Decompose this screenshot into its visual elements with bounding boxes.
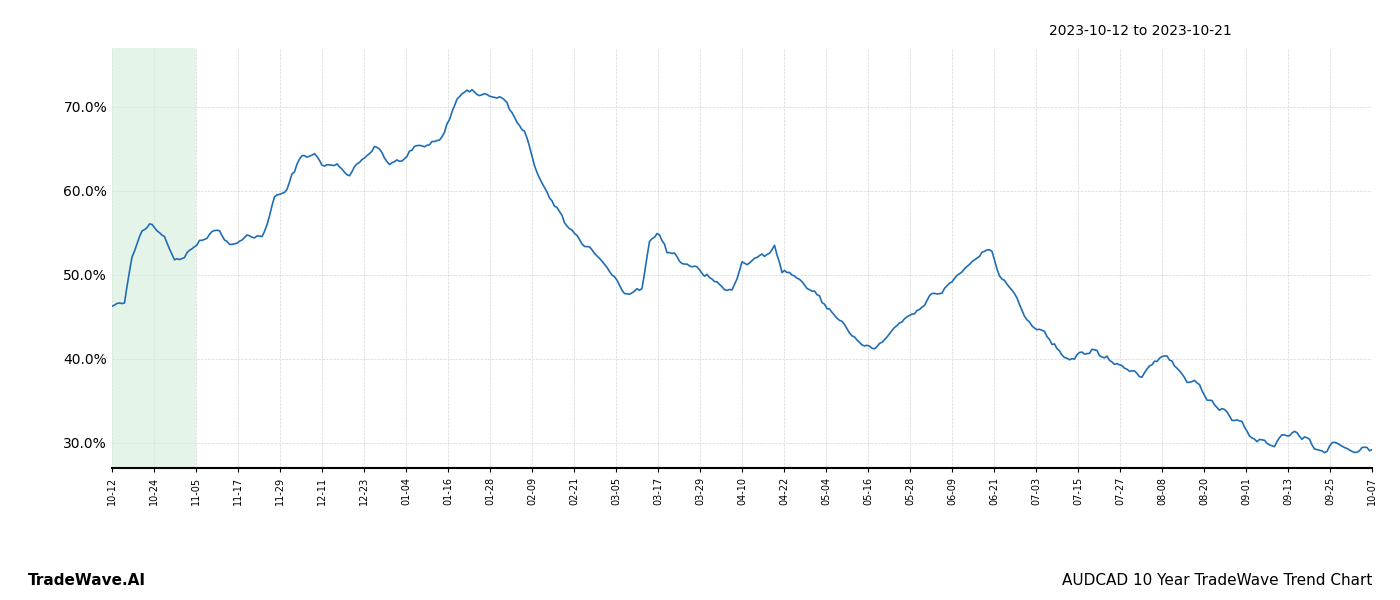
Text: TradeWave.AI: TradeWave.AI [28,573,146,588]
Text: 2023-10-12 to 2023-10-21: 2023-10-12 to 2023-10-21 [1049,24,1232,38]
Text: AUDCAD 10 Year TradeWave Trend Chart: AUDCAD 10 Year TradeWave Trend Chart [1061,573,1372,588]
Bar [112,48,196,468]
